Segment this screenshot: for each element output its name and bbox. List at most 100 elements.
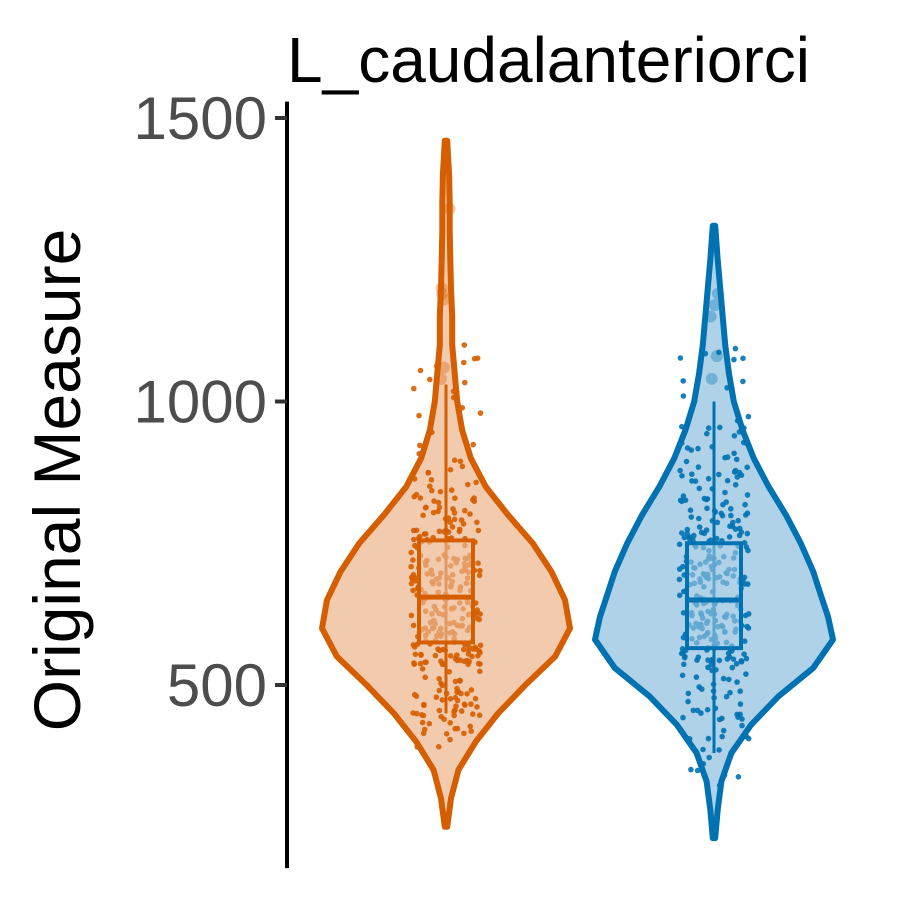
data-point bbox=[730, 656, 737, 662]
data-point bbox=[718, 510, 724, 517]
data-point bbox=[411, 493, 418, 500]
data-point bbox=[475, 660, 482, 667]
data-point bbox=[727, 689, 733, 696]
data-point bbox=[468, 728, 475, 734]
data-point bbox=[451, 457, 458, 464]
data-point bbox=[716, 747, 722, 753]
data-point bbox=[468, 701, 474, 707]
data-point bbox=[452, 495, 458, 502]
data-point bbox=[452, 678, 459, 685]
data-point bbox=[688, 447, 695, 453]
data-point bbox=[416, 412, 422, 419]
data-point bbox=[436, 528, 443, 535]
data-point bbox=[454, 689, 460, 696]
data-point bbox=[700, 746, 706, 753]
data-point bbox=[457, 678, 463, 684]
data-point bbox=[745, 735, 752, 742]
data-point bbox=[731, 450, 737, 457]
data-point bbox=[704, 496, 711, 502]
data-point bbox=[461, 658, 468, 665]
data-point bbox=[679, 473, 685, 479]
data-point bbox=[694, 657, 700, 663]
data-point bbox=[742, 501, 748, 508]
data-point bbox=[696, 524, 703, 530]
data-point bbox=[677, 467, 683, 474]
data-point bbox=[458, 517, 465, 523]
data-point bbox=[734, 417, 741, 424]
data-point bbox=[720, 675, 727, 682]
data-point bbox=[436, 687, 443, 694]
data-point bbox=[732, 345, 739, 352]
outlier-point bbox=[435, 282, 448, 295]
data-point bbox=[688, 514, 695, 520]
data-point bbox=[732, 526, 739, 532]
data-point bbox=[457, 416, 463, 423]
data-point bbox=[477, 642, 484, 649]
data-point bbox=[705, 475, 712, 482]
data-point bbox=[410, 587, 416, 594]
data-point bbox=[681, 661, 687, 668]
data-point bbox=[411, 661, 418, 667]
data-point bbox=[676, 541, 683, 548]
data-point bbox=[429, 487, 435, 494]
data-point bbox=[685, 698, 691, 705]
data-point bbox=[704, 505, 710, 512]
data-point bbox=[740, 355, 746, 362]
data-point bbox=[684, 526, 691, 533]
data-point bbox=[724, 454, 731, 460]
data-point bbox=[411, 691, 418, 698]
data-point bbox=[476, 712, 483, 718]
data-point bbox=[739, 716, 745, 722]
data-point bbox=[730, 519, 736, 526]
data-point bbox=[741, 425, 747, 431]
y-tick-label: 1000 bbox=[134, 369, 267, 436]
data-point bbox=[739, 722, 745, 729]
y-axis-label: Original Measure bbox=[20, 229, 94, 732]
data-point bbox=[454, 652, 460, 658]
data-point bbox=[441, 716, 447, 722]
data-point bbox=[470, 711, 476, 717]
data-point bbox=[720, 727, 727, 734]
data-point bbox=[745, 413, 752, 420]
data-point bbox=[436, 744, 442, 750]
data-point bbox=[420, 712, 427, 719]
data-point bbox=[696, 515, 702, 522]
y-tick-label: 1500 bbox=[134, 85, 267, 152]
data-point bbox=[741, 638, 748, 644]
data-point bbox=[729, 664, 736, 671]
data-point bbox=[414, 744, 421, 750]
data-point bbox=[411, 536, 417, 543]
data-point bbox=[706, 754, 712, 761]
data-point bbox=[716, 716, 723, 723]
data-point bbox=[726, 534, 733, 540]
data-point bbox=[437, 488, 444, 495]
data-point bbox=[464, 691, 470, 697]
data-point bbox=[408, 549, 415, 556]
data-point bbox=[683, 458, 690, 465]
data-point bbox=[714, 519, 721, 526]
data-point bbox=[433, 363, 440, 369]
data-point bbox=[447, 696, 454, 702]
data-point bbox=[742, 612, 749, 619]
data-point bbox=[466, 644, 472, 650]
data-point bbox=[433, 694, 440, 700]
data-point bbox=[426, 720, 433, 727]
data-point bbox=[679, 530, 685, 536]
data-point bbox=[452, 707, 458, 713]
data-point bbox=[432, 652, 439, 659]
data-point bbox=[408, 580, 415, 587]
data-point bbox=[459, 405, 466, 411]
outlier-point bbox=[443, 202, 456, 215]
data-point bbox=[477, 668, 483, 675]
data-point bbox=[744, 464, 750, 471]
data-point bbox=[449, 524, 456, 530]
data-point bbox=[447, 736, 453, 743]
data-point bbox=[733, 661, 740, 667]
data-point bbox=[417, 495, 424, 501]
data-point bbox=[461, 359, 467, 366]
data-point bbox=[410, 622, 417, 629]
data-point bbox=[435, 646, 441, 652]
data-point bbox=[743, 440, 750, 447]
data-point bbox=[738, 659, 745, 665]
